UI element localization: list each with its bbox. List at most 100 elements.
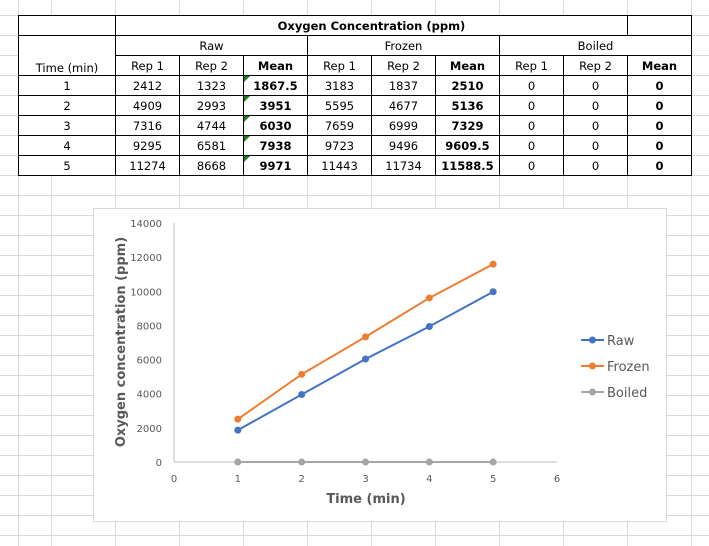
mean-cell[interactable]: 0 [627,115,692,136]
subheader-mean[interactable]: Mean [243,55,308,76]
rep-cell[interactable]: 8668 [179,155,244,176]
subheader-rep-2[interactable]: Rep 2 [563,55,628,76]
rep-cell[interactable]: 0 [563,135,628,156]
rep-cell[interactable]: 0 [563,155,628,176]
rep-cell[interactable]: 0 [499,75,564,96]
rep-cell[interactable]: 2993 [179,95,244,116]
mean-cell[interactable]: 0 [627,155,692,176]
rep-cell[interactable]: 1323 [179,75,244,96]
rep-cell[interactable]: 9496 [371,135,436,156]
data-point-boiled [298,458,306,466]
mean-cell[interactable]: 7938 [243,135,308,156]
oxygen-chart: 0 1 2 3 4 5 602000400060008000100001200014000 … [114,219,650,507]
mean-cell[interactable]: 9971 [243,155,308,176]
table-row: 1 2412 1323 1867.5 3183 1837 2510 0 0 0 [18,75,692,96]
group-header-boiled[interactable]: Boiled [499,35,692,56]
mean-cell[interactable]: 2510 [435,75,500,96]
table-row: 4 9295 6581 7938 9723 9496 9609.5 0 0 0 [18,135,692,156]
x-tick-label: 4 [426,474,432,485]
x-tick-label: 3 [362,474,368,485]
rep-cell[interactable]: 0 [563,115,628,136]
rep-cell[interactable]: 7316 [115,115,180,136]
mean-cell[interactable]: 11588.5 [435,155,500,176]
rep-cell[interactable]: 5595 [307,95,372,116]
subheader-mean[interactable]: Mean [435,55,500,76]
rep-cell[interactable]: 9295 [115,135,180,156]
subheader-rep-1[interactable]: Rep 1 [499,55,564,76]
rep-cell[interactable]: 0 [499,95,564,116]
subheader-rep-1[interactable]: Rep 1 [115,55,180,76]
mean-cell[interactable]: 1867.5 [243,75,308,96]
x-tick-label: 5 [490,474,496,485]
rep-cell[interactable]: 9723 [307,135,372,156]
subheader-rep-1[interactable]: Rep 1 [307,55,372,76]
mean-cell[interactable]: 5136 [435,95,500,116]
data-point-boiled [425,458,433,466]
mean-cell[interactable]: 0 [627,75,692,96]
data-point-boiled [362,458,369,466]
time-cell[interactable]: 5 [18,155,116,176]
chart-area[interactable]: 0 1 2 3 4 5 6 0 2000 4000 6000 8000 10000 12000 14000 … [93,208,667,522]
y-axis-label: Oxygen concentration (ppm) [114,237,129,447]
table-row: 5 11274 8668 9971 11443 11734 11588.5 0 0 0 [18,155,692,176]
legend-marker-boiled [589,388,596,396]
group-header-frozen[interactable]: Frozen [307,35,500,56]
subheader-mean[interactable]: Mean [627,55,692,76]
y-tick-label: 4000 [137,390,162,401]
rep-cell[interactable]: 11443 [307,155,372,176]
data-point-raw [298,391,306,399]
rep-cell[interactable]: 4677 [371,95,436,116]
rep-cell[interactable]: 4909 [115,95,180,116]
subheader-rep-2[interactable]: Rep 2 [371,55,436,76]
y-tick-label: 14000 [130,219,162,230]
legend-marker-frozen [589,362,596,370]
rep-cell[interactable]: 0 [499,155,564,176]
rep-cell[interactable]: 11734 [371,155,436,176]
data-point-frozen [362,333,369,341]
legend-label-frozen: Frozen [607,360,650,375]
rep-cell[interactable]: 11274 [115,155,180,176]
subheader-rep-2[interactable]: Rep 2 [179,55,244,76]
rep-cell[interactable]: 0 [499,135,564,156]
x-tick-label: 0 [171,474,177,485]
mean-cell[interactable]: 6030 [243,115,308,136]
rep-cell[interactable]: 0 [563,95,628,116]
data-point-raw [362,355,369,363]
y-tick-label: 0 [156,458,162,469]
time-cell[interactable]: 2 [18,95,116,116]
x-tick-label: 2 [298,474,304,485]
mean-cell[interactable]: 9609.5 [435,135,500,156]
rep-cell[interactable]: 0 [563,75,628,96]
group-header-raw[interactable]: Raw [115,35,308,56]
data-point-boiled [234,458,242,466]
mean-cell[interactable]: 0 [627,95,692,116]
sheet-gridline [18,0,19,546]
mean-cell[interactable]: 0 [627,135,692,156]
rep-cell[interactable]: 0 [499,115,564,136]
mean-cell[interactable]: 3951 [243,95,308,116]
table-title[interactable]: Oxygen Concentration (ppm) [115,15,628,36]
legend-label-boiled: Boiled [607,386,647,401]
mean-cell[interactable]: 7329 [435,115,500,136]
rep-cell[interactable]: 1837 [371,75,436,96]
rep-cell[interactable]: 2412 [115,75,180,96]
y-tick-label: 2000 [137,424,162,435]
data-point-boiled [489,458,497,466]
empty-cell[interactable] [627,15,692,36]
rep-cell[interactable]: 6999 [371,115,436,136]
table-row: 2 4909 2993 3951 5595 4677 5136 0 0 0 [18,95,692,116]
data-point-raw [425,322,433,330]
rep-cell[interactable]: 4744 [179,115,244,136]
rep-cell[interactable]: 6581 [179,135,244,156]
time-header[interactable]: Time (min) [18,35,116,76]
corner-cell[interactable] [18,15,116,36]
x-tick-label: 1 [235,474,241,485]
time-cell[interactable]: 4 [18,135,116,156]
time-cell[interactable]: 3 [18,115,116,136]
y-tick-label: 12000 [130,253,162,264]
y-tick-label: 10000 [130,287,162,298]
data-point-frozen [489,260,497,268]
rep-cell[interactable]: 7659 [307,115,372,136]
rep-cell[interactable]: 3183 [307,75,372,96]
time-cell[interactable]: 1 [18,75,116,96]
